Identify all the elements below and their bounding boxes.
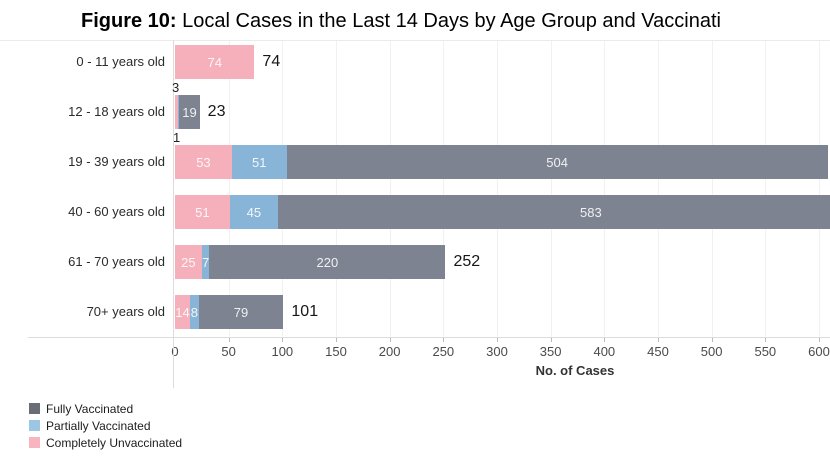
category-label: 12 - 18 years old bbox=[68, 104, 165, 119]
x-axis-tick-label: 400 bbox=[593, 344, 616, 359]
chart-top-border bbox=[0, 40, 830, 41]
segment-value-label: 583 bbox=[580, 204, 602, 220]
gridline bbox=[228, 41, 230, 337]
bar-segment-partial: 8 bbox=[190, 295, 199, 329]
bar-segment-unvaccinated: 14 bbox=[175, 295, 191, 329]
bar-segment-full: 504 bbox=[286, 145, 828, 179]
segment-value-label: 7 bbox=[201, 254, 210, 270]
segment-value-label: 8 bbox=[190, 304, 198, 320]
x-axis-tick-label: 150 bbox=[325, 344, 347, 359]
x-axis-tick-label: 50 bbox=[221, 344, 236, 359]
bar-segment-full: 79 bbox=[198, 295, 284, 329]
x-axis-tick bbox=[282, 337, 284, 342]
gridline bbox=[443, 41, 445, 337]
bar-segment-full: 19 bbox=[179, 95, 200, 129]
segment-value-label: 45 bbox=[246, 204, 262, 220]
segment-value-label: 51 bbox=[195, 204, 210, 220]
bar-segment-partial: 7 bbox=[201, 245, 210, 279]
legend-label: Fully Vaccinated bbox=[46, 401, 134, 416]
x-axis-tick bbox=[711, 337, 713, 342]
segment-value-label: 504 bbox=[546, 154, 568, 170]
bar-segment-unvaccinated: 25 bbox=[175, 245, 202, 279]
x-axis-tick bbox=[336, 337, 337, 342]
category-label: 0 - 11 years old bbox=[76, 54, 165, 69]
legend-item: Partially Vaccinated bbox=[29, 417, 182, 434]
gridline bbox=[658, 41, 659, 337]
x-axis-tick bbox=[765, 337, 767, 342]
legend-label: Partially Vaccinated bbox=[46, 418, 151, 433]
legend: Fully Vaccinated Partially Vaccinated Comp… bbox=[29, 400, 182, 451]
figure-title: Figure 10: Local Cases in the Last 14 Da… bbox=[81, 10, 830, 33]
segment-value-label: 220 bbox=[316, 254, 339, 270]
gridline bbox=[765, 41, 767, 337]
x-axis-tick bbox=[819, 337, 820, 342]
x-axis-tick-label: 250 bbox=[432, 344, 455, 359]
total-value-label: 74 bbox=[262, 53, 281, 70]
segment-value-label: 51 bbox=[252, 154, 267, 170]
legend-item: Fully Vaccinated bbox=[29, 400, 182, 417]
segment-value-label: 19 bbox=[182, 104, 197, 120]
bar-segment-partial: 45 bbox=[229, 195, 279, 229]
bar-segment-partial bbox=[178, 95, 180, 129]
category-label: 19 - 39 years old bbox=[68, 154, 165, 169]
x-axis-tick-label: 0 bbox=[171, 344, 179, 359]
legend-swatch-icon bbox=[29, 437, 40, 448]
x-axis-tick bbox=[497, 337, 498, 342]
gridline bbox=[819, 41, 820, 337]
total-value-label: 101 bbox=[291, 303, 319, 320]
figure-title-text: Local Cases in the Last 14 Days by Age G… bbox=[176, 10, 721, 32]
gridline bbox=[389, 41, 391, 337]
x-axis-tick-label: 450 bbox=[647, 344, 669, 359]
legend-label: Completely Unvaccinated bbox=[46, 435, 183, 450]
legend-item: Completely Unvaccinated bbox=[29, 434, 182, 451]
x-axis-tick bbox=[604, 337, 606, 342]
category-label: 61 - 70 years old bbox=[68, 254, 165, 269]
segment-value-label: 14 bbox=[175, 304, 190, 320]
x-axis-tick bbox=[228, 337, 230, 342]
gridline bbox=[550, 41, 552, 337]
x-axis-line bbox=[28, 337, 830, 338]
x-axis-tick bbox=[550, 337, 552, 342]
gridline bbox=[604, 41, 606, 337]
bar-segment-unvaccinated: 74 bbox=[175, 45, 255, 79]
x-axis-tick-label: 600 bbox=[808, 344, 830, 359]
total-value-label: 23 bbox=[207, 103, 226, 120]
x-axis-tick bbox=[658, 337, 659, 342]
bar-segment-unvaccinated bbox=[175, 95, 179, 129]
legend-swatch-icon bbox=[29, 420, 40, 431]
x-axis-title: No. of Cases bbox=[535, 363, 615, 378]
segment-value-label: 74 bbox=[207, 54, 222, 70]
total-value-label: 252 bbox=[453, 253, 481, 270]
legend-swatch-icon bbox=[29, 403, 40, 414]
x-axis-tick bbox=[443, 337, 445, 342]
x-axis-tick-label: 350 bbox=[539, 344, 562, 359]
category-label: 70+ years old bbox=[86, 304, 165, 319]
x-axis-tick-label: 500 bbox=[700, 344, 723, 359]
gridline bbox=[497, 41, 498, 337]
bar-segment-full: 583 bbox=[278, 195, 830, 229]
figure-title-prefix: Figure 10: bbox=[81, 10, 177, 33]
bar-segment-unvaccinated: 51 bbox=[175, 195, 230, 229]
gridline bbox=[282, 41, 284, 337]
bar-segment-partial: 51 bbox=[231, 145, 287, 179]
category-label: 40 - 60 years old bbox=[68, 204, 165, 219]
y-axis-line bbox=[173, 40, 174, 388]
x-axis-tick-label: 300 bbox=[486, 344, 508, 359]
segment-value-label: 53 bbox=[196, 154, 211, 170]
bar-segment-unvaccinated: 53 bbox=[175, 145, 232, 179]
gridline bbox=[336, 41, 337, 337]
x-axis-tick-label: 200 bbox=[378, 344, 401, 359]
segment-value-label: 79 bbox=[233, 304, 249, 320]
x-axis-tick-label: 550 bbox=[754, 344, 777, 359]
callout-value-below: 1 bbox=[173, 130, 181, 145]
gridline bbox=[711, 41, 713, 337]
bar-segment-full: 220 bbox=[209, 245, 446, 279]
x-axis-tick bbox=[389, 337, 391, 342]
segment-value-label: 25 bbox=[181, 254, 196, 270]
callout-value-above: 3 bbox=[172, 80, 180, 95]
x-axis-tick-label: 100 bbox=[271, 344, 294, 359]
